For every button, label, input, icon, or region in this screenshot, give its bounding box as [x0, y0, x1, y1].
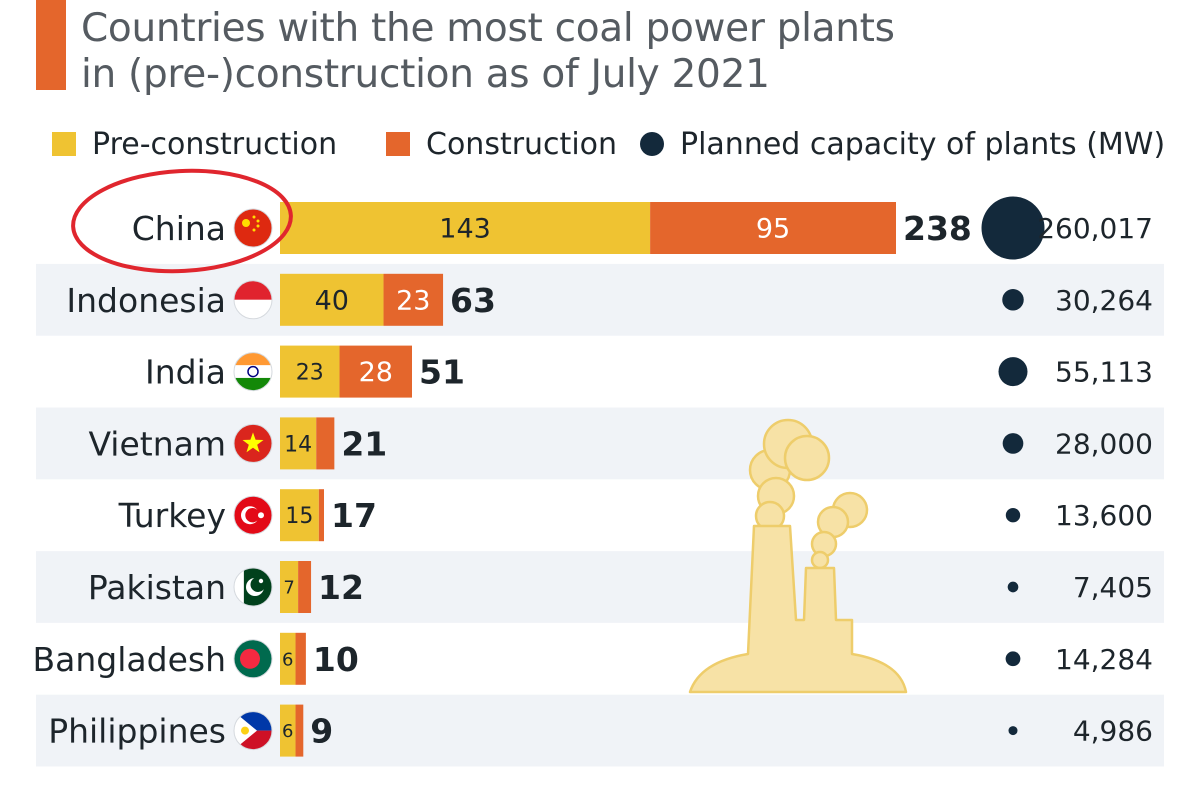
bar-pre-construction-indonesia: [280, 273, 384, 326]
bar-pre-construction-india: [280, 345, 340, 398]
capacity-dot-pakistan: [1007, 581, 1019, 593]
bar-label-pre-construction-vietnam: 14: [284, 432, 312, 457]
category-label-pakistan: Pakistan: [88, 568, 226, 607]
india-flag-icon: [233, 352, 273, 392]
legend-item-construction: Construction: [386, 122, 617, 166]
bar-label-pre-construction-china: 143: [439, 214, 491, 245]
capacity-label-philippines: 4,986: [1073, 715, 1153, 748]
capacity-label-india: 55,113: [1055, 356, 1153, 389]
capacity-labels: 260,017 30,264 55,113 28,000 13,600 7,405 14,2…: [1037, 212, 1153, 748]
category-label-turkey: Turkey: [118, 496, 226, 535]
indonesia-flag-icon: [233, 280, 273, 320]
chart-title-line-1: Countries with the most coal power plant…: [81, 6, 895, 51]
category-labels: China Indonesia India Vietnam Turkey Pakistan…: [33, 209, 226, 751]
bar-construction-bangladesh: [295, 632, 306, 685]
capacity-label-bangladesh: 14,284: [1055, 643, 1153, 676]
category-label-philippines: Philippines: [48, 712, 226, 751]
bar-label-pre-construction-philippines: 6: [282, 721, 293, 742]
legend-item-pre-construction: Pre-construction: [52, 122, 337, 166]
bar-label-construction-india: 28: [359, 357, 393, 388]
bar-label-pre-construction-bangladesh: 6: [282, 649, 293, 670]
bar-pre-construction-philippines: [280, 704, 296, 757]
category-label-bangladesh: Bangladesh: [33, 640, 226, 679]
bangladesh-flag-icon: [233, 639, 273, 679]
category-label-china: China: [132, 209, 226, 248]
legend-item-capacity: Planned capacity of plants (MW): [640, 122, 1165, 166]
row-stripe-pakistan: [36, 551, 1164, 623]
row-stripe-philippines: [36, 694, 1164, 767]
capacity-dot-philippines: [1008, 726, 1018, 736]
total-label-vietnam: 21: [341, 424, 387, 463]
legend-swatch-construction: [386, 132, 410, 156]
bar-construction-china: [650, 202, 896, 254]
capacity-label-vietnam: 28,000: [1055, 427, 1153, 460]
pakistan-flag-icon: [233, 567, 273, 607]
category-label-indonesia: Indonesia: [66, 281, 226, 320]
bar-pre-construction-pakistan: [280, 561, 299, 613]
bar-label-pre-construction-indonesia: 40: [315, 286, 349, 317]
bar-construction-pakistan: [298, 561, 312, 613]
bars: 143 95 40 23 23 28 14 15 7 6 6: [280, 202, 896, 757]
bar-pre-construction-bangladesh: [280, 632, 296, 685]
bar-pre-construction-china: [280, 202, 651, 254]
capacity-dots: [981, 196, 1045, 736]
bar-construction-india: [339, 345, 412, 398]
row-stripes: [36, 263, 1164, 767]
bar-pre-construction-vietnam: [280, 417, 317, 470]
capacity-dot-china: [981, 196, 1045, 260]
legend-dot-capacity: [640, 132, 664, 156]
capacity-label-indonesia: 30,264: [1055, 284, 1153, 317]
legend-label-pre-construction: Pre-construction: [92, 126, 338, 162]
total-label-philippines: 9: [310, 712, 333, 751]
capacity-label-turkey: 13,600: [1055, 499, 1153, 532]
capacity-dot-indonesia: [1002, 289, 1024, 311]
total-labels: 238 63 51 21 17 12 10 9: [310, 209, 972, 751]
row-stripe-vietnam: [36, 407, 1164, 480]
chart-title-line-2: in (pre-)construction as of July 2021: [81, 52, 770, 97]
capacity-dot-turkey: [1005, 507, 1021, 523]
capacity-dot-bangladesh: [1005, 651, 1021, 667]
category-label-vietnam: Vietnam: [88, 424, 226, 463]
bar-construction-vietnam: [316, 417, 335, 470]
capacity-dot-vietnam: [1002, 433, 1024, 454]
bar-construction-indonesia: [383, 273, 444, 326]
total-label-turkey: 17: [331, 496, 377, 535]
total-label-indonesia: 63: [450, 281, 496, 320]
total-label-india: 51: [419, 353, 465, 392]
philippines-flag-icon: [233, 711, 273, 751]
legend-label-construction: Construction: [426, 126, 618, 162]
capacity-label-china: 260,017: [1037, 212, 1153, 245]
bar-label-pre-construction-turkey: 15: [285, 504, 313, 529]
total-label-china: 238: [903, 209, 972, 248]
chart-title: Countries with the most coal power plant…: [81, 6, 1081, 98]
row-stripe-indonesia: [36, 263, 1164, 336]
legend-swatch-pre-construction: [52, 132, 76, 156]
bar-label-pre-construction-pakistan: 7: [283, 577, 294, 598]
category-label-india: India: [145, 353, 226, 392]
red-circle-highlight-icon: [71, 168, 293, 274]
vietnam-flag-icon: [233, 423, 273, 463]
coal-power-plant-smokestack-icon: [688, 418, 908, 694]
turkey-flag-icon: [233, 495, 273, 535]
bar-construction-philippines: [295, 704, 304, 757]
bar-construction-turkey: [318, 489, 324, 542]
title-accent-bar: [36, 0, 66, 90]
legend-label-capacity: Planned capacity of plants (MW): [680, 126, 1166, 162]
total-label-pakistan: 12: [318, 568, 364, 607]
bar-label-construction-china: 95: [756, 214, 790, 245]
capacity-label-pakistan: 7,405: [1073, 571, 1153, 604]
china-flag-icon: [233, 208, 273, 248]
bar-label-construction-indonesia: 23: [396, 285, 430, 316]
capacity-dot-india: [998, 357, 1028, 387]
legend: Pre-construction Construction Planned ca…: [52, 122, 1165, 166]
total-label-bangladesh: 10: [313, 640, 359, 679]
bar-pre-construction-turkey: [280, 489, 319, 542]
bar-label-pre-construction-india: 23: [296, 361, 324, 386]
flag-icons: [233, 208, 273, 751]
